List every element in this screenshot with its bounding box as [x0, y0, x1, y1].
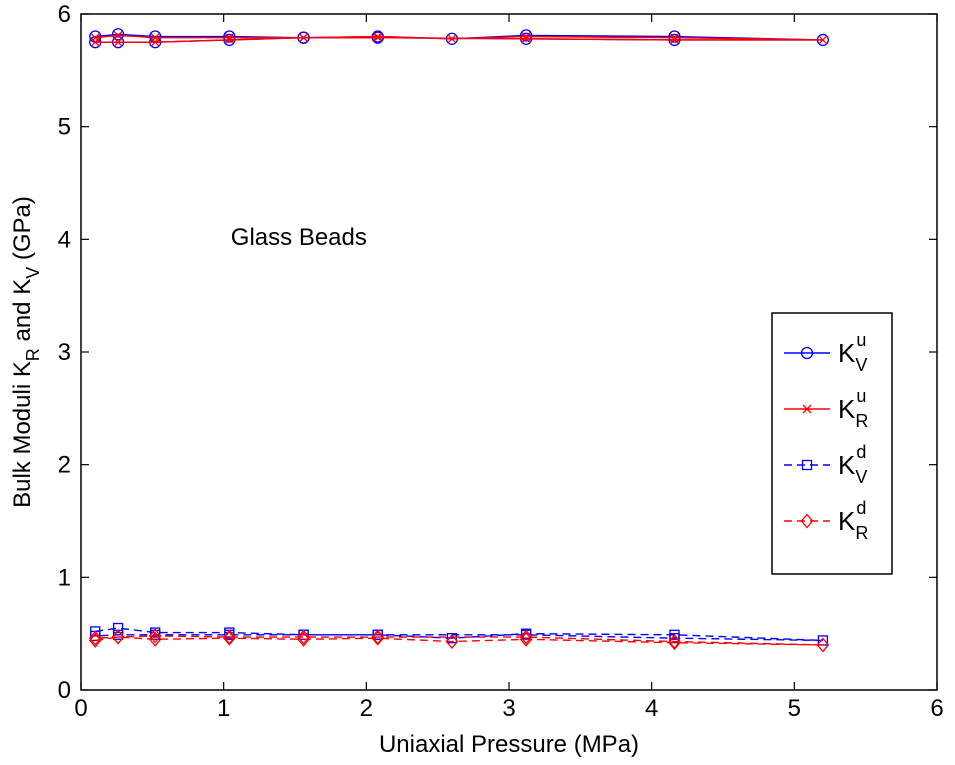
y-tick-label: 5: [58, 114, 71, 141]
y-tick-label: 0: [58, 677, 71, 704]
x-axis-label: Uniaxial Pressure (MPa): [379, 731, 639, 758]
annotation-glass-beads: Glass Beads: [231, 224, 367, 251]
data-point: [670, 35, 679, 45]
legend-box: [771, 312, 893, 575]
data-point: [297, 631, 310, 647]
axis-ticks: 0 1 2 3 4 5 6 0 1 2 3 4 5 6: [58, 1, 944, 722]
series-line: [95, 627, 823, 642]
data-point: [111, 28, 125, 41]
data-point: [113, 37, 123, 47]
data-point: [519, 629, 533, 645]
series-line: [95, 34, 823, 43]
data-point: [447, 34, 457, 44]
series-1: [90, 30, 828, 47]
data-point: [223, 629, 236, 645]
data-point: [150, 37, 160, 47]
series-3: [88, 628, 830, 653]
data-point: [519, 631, 533, 647]
data-point: [816, 637, 830, 653]
x-tick-label: 2: [360, 695, 373, 722]
data-point: [148, 628, 162, 644]
y-tick-label: 2: [58, 452, 71, 479]
data-point: [818, 35, 828, 45]
legend-label: Ku V: [838, 330, 867, 375]
legend-label: Kd R: [838, 498, 868, 543]
data-point: [371, 630, 385, 646]
data-point: [668, 30, 681, 43]
y-axis-label-middle: and K: [9, 279, 36, 348]
y-axis-label-suffix: (GPa): [9, 196, 36, 267]
data-point: [90, 37, 100, 47]
data-point: [223, 30, 236, 43]
x-tick-label: 1: [217, 695, 230, 722]
data-point: [88, 630, 102, 646]
y-tick-label: 3: [58, 339, 71, 366]
x-tick-label: 4: [645, 695, 658, 722]
data-point: [224, 33, 234, 43]
legend-entry: Ku R: [784, 386, 868, 431]
data-point: [88, 632, 102, 648]
x-tick-label: 6: [930, 695, 943, 722]
series-layer: [88, 28, 830, 653]
data-point: [670, 33, 679, 43]
x-tick-label: 5: [788, 695, 801, 722]
data-point: [297, 629, 310, 645]
data-point: [373, 32, 383, 41]
x-tick-label: 0: [74, 695, 87, 722]
y-axis-label-sub-r: R: [23, 348, 43, 361]
legend-entry: Ku V: [784, 330, 867, 375]
legend-marker: [800, 513, 814, 529]
legend-marker: [800, 346, 814, 360]
legend-marker: [802, 404, 812, 414]
legend-entry: Kd V: [784, 442, 867, 487]
data-point: [521, 34, 531, 44]
data-point: [299, 33, 309, 43]
data-point: [373, 33, 383, 43]
data-point: [371, 629, 385, 645]
y-axis-label-sub-v: V: [23, 267, 43, 279]
legend-label: Kd V: [838, 442, 867, 487]
data-point: [668, 634, 681, 650]
y-tick-label: 4: [58, 226, 71, 253]
legend: Ku V Ku R Kd V Kd R: [771, 312, 893, 575]
y-axis-label: Bulk Moduli KR and KV (GPa): [9, 196, 43, 508]
x-tick-label: 3: [502, 695, 515, 722]
data-point: [223, 630, 236, 646]
data-point: [113, 30, 123, 40]
legend-label: Ku R: [838, 386, 868, 431]
legend-entry: Kd R: [784, 498, 868, 543]
y-tick-label: 1: [58, 564, 71, 591]
data-point: [519, 29, 533, 42]
y-axis-label-prefix: Bulk Moduli K: [9, 361, 36, 508]
y-tick-label: 6: [58, 1, 71, 28]
data-point: [668, 635, 681, 651]
series-line: [95, 635, 823, 646]
data-point: [445, 634, 459, 650]
data-point: [111, 629, 125, 645]
data-point: [224, 35, 234, 45]
legend-marker: [801, 459, 813, 471]
data-point: [112, 622, 124, 634]
data-point: [446, 633, 458, 644]
data-point: [521, 32, 531, 41]
